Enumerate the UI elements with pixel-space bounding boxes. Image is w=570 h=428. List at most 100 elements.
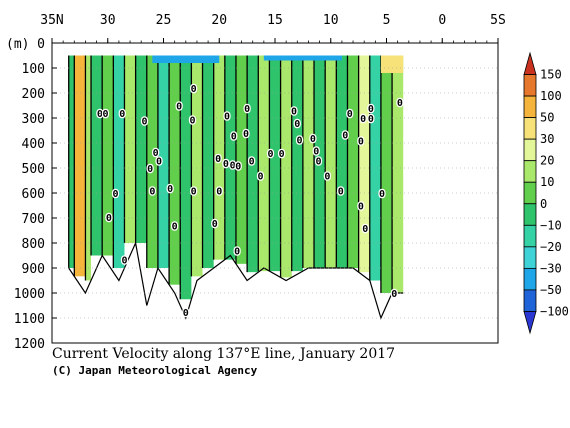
velocity-band [213,55,225,260]
velocity-band [247,55,259,273]
velocity-band [135,55,147,243]
velocity-band [314,55,326,268]
y-tick-label: 0 [37,37,45,52]
zero-contour-label: 0 [176,102,182,113]
zero-contour-label: 0 [172,222,178,233]
zero-contour-label: 0 [291,107,297,118]
velocity-band [202,55,214,268]
y-tick-label: 300 [22,112,45,127]
zero-contour-label: 0 [368,104,374,115]
y-tick-label: 400 [22,137,45,152]
colorbar-label: −100 [540,304,569,318]
velocity-band [347,55,359,268]
velocity-band [269,55,281,272]
velocity-band [235,55,248,264]
zero-contour-label: 0 [362,224,368,235]
surface-velocity-patch [152,55,220,63]
y-tick-label: 800 [22,237,45,252]
zero-contour-label: 0 [142,117,148,128]
velocity-band [258,55,270,272]
velocity-band [74,55,86,277]
zero-contour-label: 0 [397,98,403,109]
colorbar-label: 150 [540,68,562,82]
y-axis-unit-label: (m) [6,37,29,52]
zero-contour-label: 0 [249,157,255,168]
velocity-band [102,55,114,256]
zero-contour-label: 0 [313,147,319,158]
velocity-band [68,55,75,268]
colorbar-label: 0 [540,197,547,211]
zero-contour-label: 0 [368,114,374,125]
y-tick-label: 100 [22,62,45,77]
colorbar-label: −10 [540,218,562,232]
colorbar-swatch [523,117,537,140]
y-tick-label: 500 [22,162,45,177]
zero-contour-label: 0 [231,132,237,143]
y-tick-label: 1000 [14,287,45,302]
x-tick-label: 30 [100,13,116,28]
zero-contour-label: 0 [257,172,263,183]
zero-contour-label: 0 [235,162,241,173]
velocity-band [169,55,181,285]
x-tick-label: 10 [323,13,339,28]
velocity-band [291,55,303,272]
y-tick-label: 1100 [14,312,45,327]
zero-contour-label: 0 [97,109,103,120]
velocity-band [280,55,292,278]
zero-contour-label: 0 [106,213,112,224]
zero-contour-label: 0 [279,149,285,160]
zero-contour-label: 0 [189,115,195,126]
data-extent-outline [68,240,404,320]
zero-contour-label: 0 [243,129,249,140]
colorbar-label: −50 [540,283,562,297]
zero-contour-label: 0 [212,219,218,230]
zero-contour-label: 0 [338,187,344,198]
velocity-band [302,55,315,268]
colorbar-swatch [523,311,537,335]
velocity-band [191,55,203,277]
zero-contour-label: 0 [191,187,197,198]
zero-contour-label: 0 [156,157,162,168]
zero-contour-label: 0 [215,154,221,165]
zero-contour-label: 0 [149,187,155,198]
velocity-band [224,55,236,260]
zero-contour-label: 0 [183,308,189,319]
x-tick-label: 5S [490,13,506,28]
y-tick-label: 200 [22,87,45,102]
zero-contour-label: 0 [358,137,364,148]
velocity-band [157,55,170,268]
y-tick-label: 600 [22,187,45,202]
colorbar-label: 10 [540,175,554,189]
zero-contour-label: 0 [324,172,330,183]
velocity-field [68,55,404,320]
chart-credit: (C) Japan Meteorological Agency [52,364,258,377]
zero-contour-label: 0 [297,135,303,146]
zero-contour-label: 0 [223,159,229,170]
colorbar-swatch [523,51,537,75]
x-axis: 35N 30 25 20 15 10 5 0 5S [40,13,506,43]
velocity-band [369,55,381,281]
zero-contour-label: 0 [121,255,127,266]
zero-contour-label: 0 [230,160,236,171]
velocity-band [124,55,136,243]
velocity-band [380,55,393,293]
zero-contour-label: 0 [147,164,153,175]
zero-contour-label: 0 [167,184,173,195]
zero-contour-label: 0 [268,149,274,160]
zero-contour-label: 0 [347,109,353,120]
colorbar-swatch [523,203,537,226]
zero-contour-label: 0 [391,289,397,300]
colorbar-swatch [523,246,537,269]
chart-title: Current Velocity along 137°E line, Janua… [52,346,396,362]
velocity-band [146,55,158,268]
colorbar-swatch [523,160,537,183]
x-tick-label: 35N [40,13,63,28]
velocity-band [180,55,192,300]
colorbar-label: −30 [540,261,562,275]
colorbar-label: 100 [540,89,562,103]
colorbar-swatch [523,181,537,205]
zero-contour-label: 0 [342,130,348,141]
